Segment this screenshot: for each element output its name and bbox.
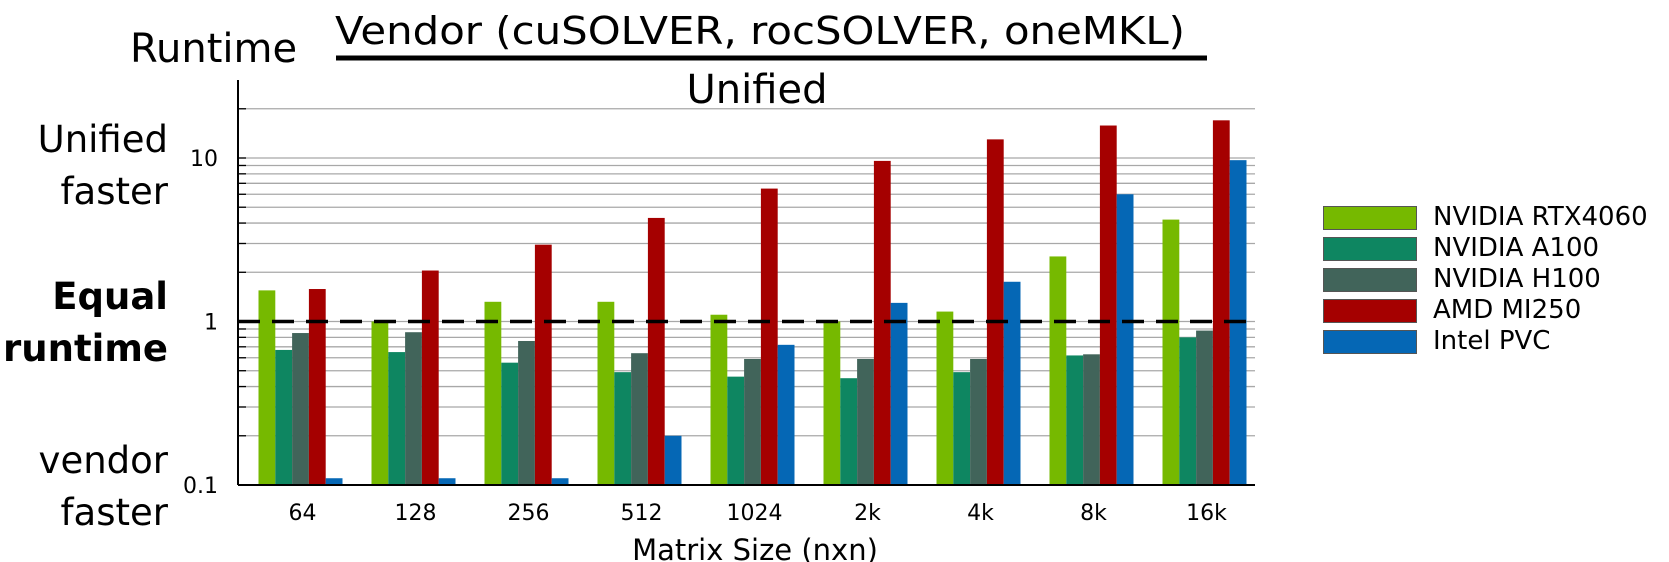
legend-swatch	[1323, 237, 1417, 261]
y-label-prefix: Runtime	[130, 26, 297, 72]
x-tick-label: 4k	[967, 501, 994, 526]
x-tick-label: 128	[395, 501, 437, 526]
annotation-unified-faster: faster	[61, 170, 169, 213]
bar	[710, 314, 728, 485]
y-tick-label: 10	[190, 147, 218, 172]
bars	[258, 120, 1247, 486]
bar	[258, 290, 276, 485]
bar	[405, 332, 422, 485]
bar	[760, 188, 778, 485]
annotation-equal-runtime: Equal	[52, 275, 168, 318]
bar	[823, 321, 841, 485]
x-tick-label: 2k	[854, 501, 881, 526]
x-tick-label: 64	[289, 501, 317, 526]
y-tick-label: 0.1	[183, 474, 218, 499]
bar	[438, 478, 456, 485]
bar	[484, 301, 502, 485]
legend-label: AMD MI250	[1433, 295, 1582, 325]
annotation-vendor-faster: vendor	[39, 439, 169, 482]
bar	[631, 353, 648, 485]
labels: Matrix Size (nxn) Runtime Vendor (cuSOLVER…	[3, 9, 1207, 562]
y-label-denominator: Unified	[687, 67, 828, 113]
bar	[744, 358, 761, 485]
bar	[664, 435, 682, 485]
x-axis-label: Matrix Size (nxn)	[632, 533, 878, 562]
bar	[534, 244, 552, 485]
bar	[840, 378, 858, 485]
bar	[1003, 281, 1021, 485]
x-tick-label: 512	[621, 501, 663, 526]
bar	[371, 321, 389, 485]
bar	[1162, 219, 1180, 485]
legend-swatch	[1323, 330, 1417, 354]
bar	[986, 139, 1004, 486]
y-label-numerator: Vendor (cuSOLVER, rocSOLVER, oneMKL)	[335, 9, 1185, 53]
bar	[890, 302, 908, 485]
annotation-vendor-faster: faster	[61, 491, 169, 534]
bar	[970, 358, 987, 485]
bar	[1212, 120, 1230, 486]
bar	[873, 160, 891, 485]
bar	[936, 311, 954, 485]
annotation-unified-faster: Unified	[38, 118, 168, 161]
legend-label: NVIDIA RTX4060	[1433, 202, 1648, 232]
bar	[597, 301, 615, 485]
bar	[388, 352, 406, 485]
bar	[647, 217, 665, 485]
bar	[1083, 354, 1100, 485]
bar	[308, 289, 326, 485]
x-tick-label: 8k	[1080, 501, 1107, 526]
bar	[777, 344, 795, 485]
legend-swatch	[1323, 206, 1417, 230]
y-tick-label: 1	[204, 311, 218, 336]
bar	[1116, 194, 1134, 485]
bar	[727, 376, 745, 485]
bar	[1049, 256, 1067, 485]
x-tick-label: 16k	[1186, 501, 1227, 526]
bar	[1099, 125, 1117, 486]
bar	[1196, 330, 1213, 485]
axes	[237, 80, 1255, 486]
bar	[325, 478, 343, 485]
x-tick-label: 256	[508, 501, 550, 526]
x-tick-label: 1024	[727, 501, 783, 526]
bar	[275, 349, 293, 485]
legend-label: Intel PVC	[1433, 326, 1551, 356]
bar	[953, 372, 971, 485]
legend-swatch	[1323, 299, 1417, 323]
bar	[421, 270, 439, 485]
ticks: 0.1 1 10 64 128 256 512 1024 2k 4k 8k 16k	[183, 108, 1227, 526]
legend-label: NVIDIA H100	[1433, 264, 1601, 294]
bar	[292, 333, 309, 485]
bar	[1179, 337, 1197, 485]
bar	[614, 372, 632, 485]
annotation-equal-runtime: runtime	[3, 327, 168, 370]
bar	[551, 478, 569, 485]
bar	[518, 340, 535, 485]
bar	[501, 362, 519, 485]
bar	[1066, 355, 1084, 485]
legend-swatch	[1323, 268, 1417, 292]
bar	[857, 358, 874, 485]
legend-label: NVIDIA A100	[1433, 233, 1600, 263]
